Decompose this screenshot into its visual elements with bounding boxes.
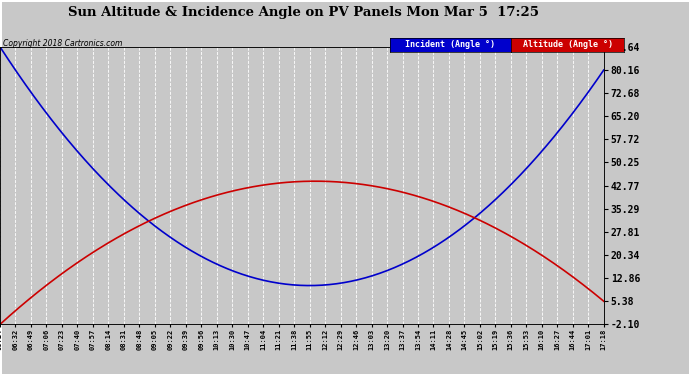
Text: Incident (Angle °): Incident (Angle °) xyxy=(405,40,495,49)
Text: Altitude (Angle °): Altitude (Angle °) xyxy=(522,40,613,49)
Text: Sun Altitude & Incidence Angle on PV Panels Mon Mar 5  17:25: Sun Altitude & Incidence Angle on PV Pan… xyxy=(68,6,539,19)
Text: Copyright 2018 Cartronics.com: Copyright 2018 Cartronics.com xyxy=(3,39,123,48)
